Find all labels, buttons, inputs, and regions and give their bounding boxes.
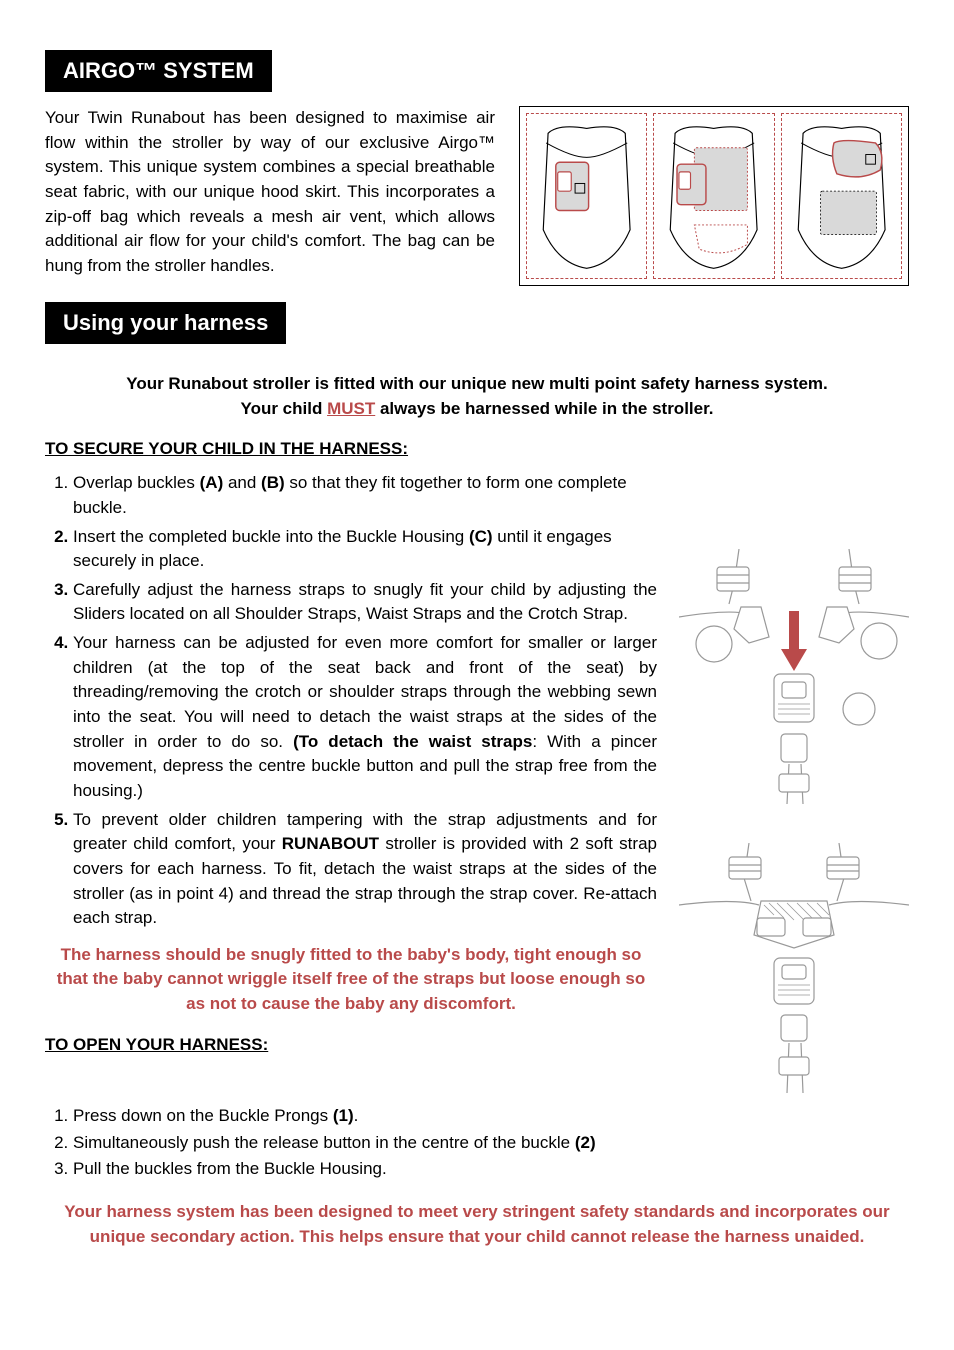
secure-header: TO SECURE YOUR CHILD IN THE HARNESS: xyxy=(45,439,657,459)
section-header-airgo: AIRGO™ SYSTEM xyxy=(45,50,272,92)
harness-intro: Your Runabout stroller is fitted with ou… xyxy=(45,372,909,421)
secure-steps-list: Overlap buckles (A) and (B) so that they… xyxy=(45,471,657,931)
secure-step: To prevent older children tampering with… xyxy=(73,808,657,931)
secure-step: Your harness can be adjusted for even mo… xyxy=(73,631,657,803)
open-step: Simultaneously push the release button i… xyxy=(73,1130,909,1156)
harness-intro-post: always be harnessed while in the strolle… xyxy=(375,399,713,418)
harness-diagram-column xyxy=(679,439,909,1103)
harness-intro-must: MUST xyxy=(327,399,375,418)
harness-diagram-bottom xyxy=(679,843,909,1103)
open-header: TO OPEN YOUR HARNESS: xyxy=(45,1035,657,1055)
airgo-diagram-container xyxy=(519,106,909,286)
secure-step: Insert the completed buckle into the Buc… xyxy=(73,525,657,574)
harness-diagram-top xyxy=(679,549,909,809)
airgo-diagram-panel-2 xyxy=(653,113,774,279)
airgo-diagram-panel-3 xyxy=(781,113,902,279)
open-step: Press down on the Buckle Prongs (1). xyxy=(73,1103,909,1129)
section-header-harness: Using your harness xyxy=(45,302,286,344)
open-step: Pull the buckles from the Buckle Housing… xyxy=(73,1156,909,1182)
harness-intro-pre: Your child xyxy=(241,399,328,418)
secure-step: Carefully adjust the harness straps to s… xyxy=(73,578,657,627)
secure-step: Overlap buckles (A) and (B) so that they… xyxy=(73,471,657,520)
open-steps-list: Press down on the Buckle Prongs (1).Simu… xyxy=(45,1103,909,1182)
airgo-body-text: Your Twin Runabout has been designed to … xyxy=(45,106,495,278)
harness-footer: Your harness system has been designed to… xyxy=(45,1200,909,1249)
airgo-diagram-panel-1 xyxy=(526,113,647,279)
fit-callout: The harness should be snugly fitted to t… xyxy=(45,943,657,1017)
airgo-row: Your Twin Runabout has been designed to … xyxy=(45,106,909,286)
harness-intro-line1: Your Runabout stroller is fitted with ou… xyxy=(126,374,828,393)
harness-content-row: TO SECURE YOUR CHILD IN THE HARNESS: Ove… xyxy=(45,439,909,1103)
harness-text-column: TO SECURE YOUR CHILD IN THE HARNESS: Ove… xyxy=(45,439,657,1066)
